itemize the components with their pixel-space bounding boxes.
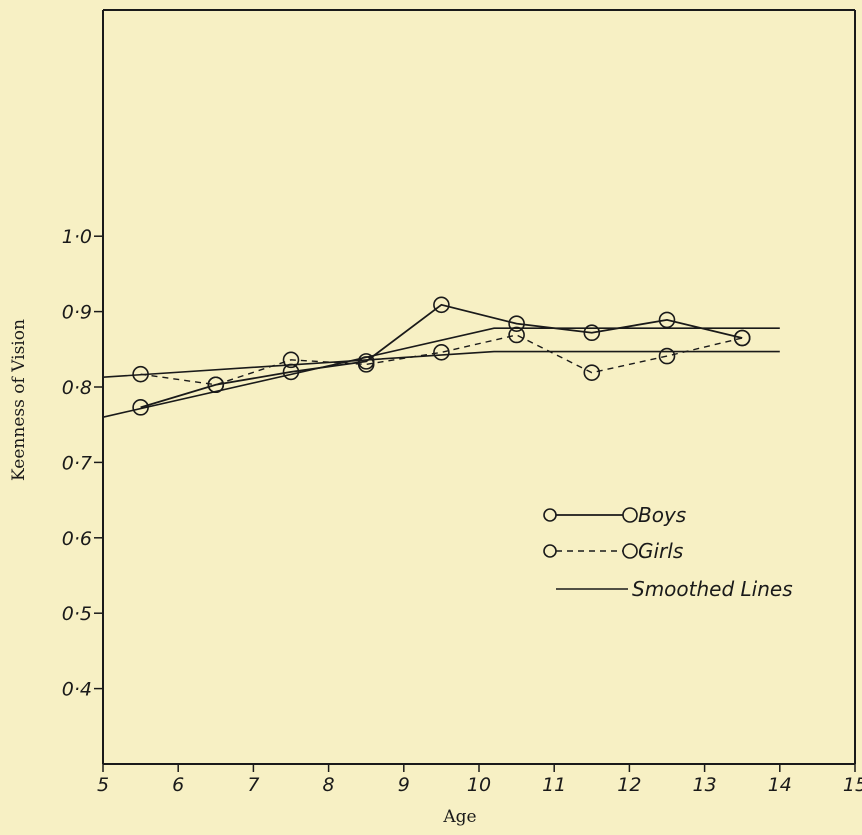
girls-data-point (433, 344, 450, 361)
boys-data-point (583, 324, 601, 342)
x-tick-label: 6 (172, 774, 184, 796)
x-tick-label: 7 (247, 774, 259, 796)
x-tick-label: 9 (398, 774, 410, 796)
girls-series-line (140, 334, 743, 386)
y-tick-label: 0·7 (62, 452, 92, 474)
smoothed-line-boys (102, 327, 780, 418)
boys-data-point (433, 296, 450, 314)
x-tick-label: 14 (768, 774, 792, 796)
legend-boys-marker-end (622, 507, 638, 523)
x-tick-label: 15 (843, 774, 862, 796)
girls-data-point (207, 376, 225, 394)
y-tick-label: 0·8 (62, 377, 92, 399)
y-axis-title: Keenness of Vision (9, 319, 29, 481)
legend-label-smoothed: Smoothed Lines (632, 577, 793, 601)
x-tick-label: 11 (542, 774, 566, 796)
boys-data-point (132, 399, 149, 416)
legend-girls-marker-end (622, 543, 638, 559)
y-tick-label: 0·9 (62, 302, 92, 324)
legend-boys-marker-start (543, 508, 557, 522)
legend-girls-marker-start (543, 544, 557, 558)
girls-data-point (132, 365, 149, 383)
x-tick-label: 10 (467, 774, 491, 796)
girls-data-point (733, 329, 751, 347)
girls-data-point (658, 347, 676, 365)
y-tick-label: 0·4 (62, 679, 92, 701)
y-tick-label: 1·0 (62, 226, 92, 248)
x-tick-label: 13 (693, 774, 717, 796)
x-tick-label: 5 (97, 774, 109, 796)
girls-data-point (583, 364, 601, 381)
girls-data-point (357, 356, 375, 373)
y-tick-label: 0·5 (62, 603, 92, 625)
boys-series-line (140, 303, 743, 409)
boys-data-point (658, 311, 676, 329)
boys-data-point (282, 363, 300, 381)
smoothed-line-girls (102, 350, 780, 378)
boys-data-point (508, 315, 525, 332)
x-axis-title: Age (442, 807, 476, 827)
girls-data-point (282, 351, 300, 369)
legend-label-boys: Boys (638, 503, 686, 527)
girls-data-point (508, 326, 525, 344)
legend-label-girls: Girls (638, 539, 683, 563)
x-tick-label: 12 (617, 774, 641, 796)
x-tick-label: 8 (323, 774, 335, 796)
y-tick-label: 0·6 (62, 528, 92, 550)
